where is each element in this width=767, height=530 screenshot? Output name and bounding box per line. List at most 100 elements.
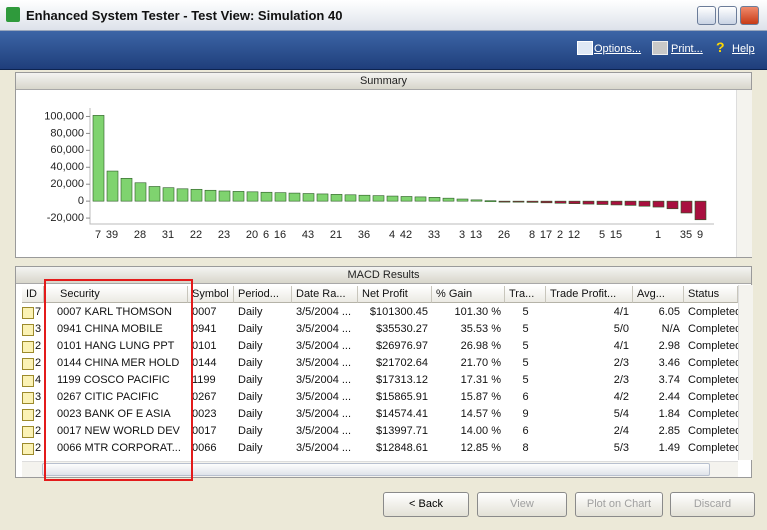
table-cell: 7 [35, 306, 42, 318]
column-header[interactable]: Period... [234, 286, 292, 303]
bar [582, 200, 595, 205]
table-cell: 2/3 [613, 357, 629, 369]
table-cell: 0941 CHINA MOBILE [57, 323, 163, 335]
x-tick-label: 7 [95, 229, 101, 241]
table-cell: 2/3 [613, 374, 629, 386]
x-tick-label: 2 [557, 229, 563, 241]
table-cell: 3.46 [658, 357, 680, 369]
table-cell: 35.53 % [460, 323, 501, 335]
table-cell: 3/5/2004 ... [296, 306, 352, 318]
bar [610, 200, 623, 206]
table-cell: 8 [522, 442, 529, 454]
bar [302, 193, 315, 202]
table-cell: $21702.64 [376, 357, 428, 369]
x-tick-label: 22 [190, 229, 202, 241]
column-header[interactable]: Net Profit [358, 286, 432, 303]
plot-button[interactable]: Plot on Chart [575, 492, 663, 517]
bar [596, 200, 609, 205]
table-cell: 15.87 % [460, 391, 501, 403]
bar [498, 200, 511, 203]
row-icon [22, 324, 34, 336]
row-icon [22, 358, 34, 370]
table-cell: Completed [688, 357, 738, 369]
table-cell: 0017 NEW WORLD DEV [57, 425, 180, 437]
bar [372, 195, 385, 202]
column-header[interactable]: ID [22, 286, 44, 303]
summary-panel: Summary [15, 72, 752, 258]
scroll-thumb[interactable] [42, 463, 710, 476]
table-cell: 5 [522, 340, 529, 352]
column-header[interactable]: Trade Profit... [546, 286, 633, 303]
bar [358, 194, 371, 202]
table-cell: 6 [522, 391, 529, 403]
panel-header: MACD Results [16, 267, 751, 284]
bar [246, 191, 259, 202]
bar [638, 200, 651, 207]
help-icon: ? [716, 39, 725, 55]
bar [120, 177, 133, 202]
bar [694, 200, 707, 221]
table-cell: 5 [522, 306, 529, 318]
view-button[interactable]: View [477, 492, 567, 517]
x-tick-label: 15 [610, 229, 622, 241]
x-tick-label: 28 [134, 229, 146, 241]
table-cell: 3/5/2004 ... [296, 408, 352, 420]
help-link[interactable]: Help [732, 43, 755, 55]
table-cell: 5 [522, 357, 529, 369]
table-cell: Completed [688, 391, 738, 403]
bar [414, 196, 427, 202]
minimize-button[interactable] [697, 6, 716, 25]
table-cell: 21.70 % [460, 357, 501, 369]
table-cell: $35530.27 [376, 323, 428, 335]
table-cell: Completed [688, 306, 738, 318]
table-cell: 4/1 [613, 306, 629, 318]
column-header[interactable]: Symbol [188, 286, 234, 303]
column-header[interactable]: Security [44, 286, 188, 303]
panel-header: Summary [16, 73, 751, 90]
table-cell: 3 [35, 323, 42, 335]
back-button[interactable]: < Back [383, 492, 469, 517]
table-cell: 2/4 [613, 425, 629, 437]
table-cell: 0941 [192, 323, 217, 335]
y-tick-label: 100,000 [44, 110, 84, 122]
maximize-button[interactable] [718, 6, 737, 25]
bar [526, 200, 539, 203]
print-link[interactable]: Print... [671, 43, 703, 55]
bar [512, 200, 525, 203]
table-cell: 14.00 % [460, 425, 501, 437]
column-header[interactable]: Status [684, 286, 738, 303]
scrollbar[interactable] [736, 90, 752, 257]
table-cell: 5/4 [613, 408, 629, 420]
table-cell: 2.98 [658, 340, 680, 352]
options-link[interactable]: Options... [594, 43, 642, 55]
column-header[interactable]: Date Ra... [292, 286, 358, 303]
discard-button[interactable]: Discard [670, 492, 755, 517]
vertical-scrollbar[interactable] [738, 285, 753, 460]
table-cell: 3.74 [658, 374, 680, 386]
table-cell: $17313.12 [376, 374, 428, 386]
bar [148, 186, 161, 202]
print-icon [652, 41, 668, 55]
table-cell: 1.49 [658, 442, 680, 454]
table-cell: 5 [522, 323, 529, 335]
column-header[interactable]: Avg... [633, 286, 684, 303]
bar [386, 195, 399, 202]
bar [456, 198, 469, 202]
table-cell: 0023 BANK OF E ASIA [57, 408, 171, 420]
table-cell: 26.98 % [460, 340, 501, 352]
close-button[interactable] [740, 6, 759, 25]
table-cell: 6 [522, 425, 529, 437]
table-cell: 1199 [192, 374, 216, 386]
bar [274, 192, 287, 202]
chart-wall [89, 108, 714, 225]
table-cell: 0144 CHINA MER HOLD [57, 357, 180, 369]
bar [568, 200, 581, 204]
column-header[interactable]: Tra... [505, 286, 546, 303]
x-tick-label: 33 [428, 229, 440, 241]
table-cell: Daily [238, 323, 263, 335]
table-cell: Completed [688, 425, 738, 437]
bar [134, 182, 147, 202]
column-header[interactable]: % Gain [432, 286, 505, 303]
table-cell: $12848.61 [376, 442, 428, 454]
